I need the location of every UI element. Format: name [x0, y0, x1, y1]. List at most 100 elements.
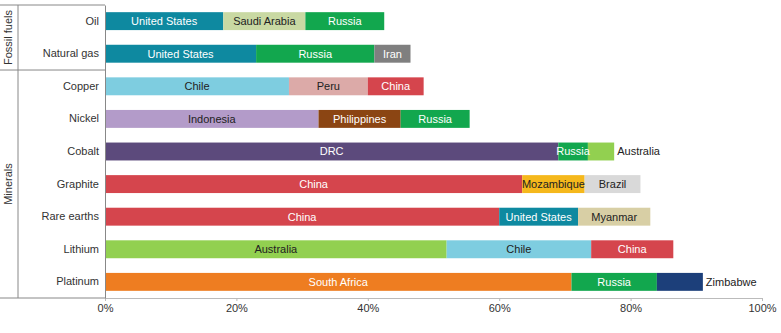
segment-label: Iran	[383, 48, 402, 60]
segment-label: United States	[506, 211, 573, 223]
y-tick: Lithium	[64, 243, 105, 255]
segment-label: Myanmar	[591, 211, 637, 223]
segment-label: Russia	[418, 113, 453, 125]
bar-segment	[401, 110, 470, 128]
x-tick-mark	[236, 298, 237, 301]
category-label: Rare earths	[42, 210, 100, 222]
x-tick: 100%	[748, 298, 776, 314]
segment-label: DRC	[320, 145, 344, 157]
bar-segment	[447, 240, 592, 258]
x-tick-label: 20%	[226, 302, 248, 314]
bar-segment	[571, 273, 656, 291]
segment-label: Russia	[556, 145, 591, 157]
bar-segment	[105, 240, 447, 258]
segment-label: Russia	[597, 276, 632, 288]
x-axis: 0% 20% 40% 60% 80% 100%	[98, 298, 777, 314]
bar-segment	[105, 12, 223, 30]
x-tick-mark	[631, 298, 632, 301]
category-label: Oil	[86, 15, 99, 27]
bar-segment	[105, 77, 289, 95]
segment-labels: United States United States Chile Indonesia…	[131, 15, 757, 288]
category-label: Lithium	[64, 243, 99, 255]
bar-segment	[105, 175, 522, 193]
bar-segment	[105, 110, 319, 128]
bar-segment	[305, 12, 384, 30]
y-tick: Cobalt	[67, 145, 105, 157]
category-label: Graphite	[57, 178, 99, 190]
category-label: Platinum	[56, 275, 99, 287]
y-axis-line	[105, 6, 106, 299]
segment-label: Chile	[506, 243, 531, 255]
segment-label: Saudi Arabia	[233, 15, 296, 27]
x-tick-mark	[762, 298, 763, 301]
bar-segment	[522, 175, 584, 193]
bar-segment	[588, 143, 614, 161]
category-label: Natural gas	[43, 47, 100, 59]
group-label: Minerals	[2, 163, 14, 205]
segment-label: Indonesia	[188, 113, 237, 125]
y-tick: Oil	[86, 15, 105, 27]
y-tick: Graphite	[57, 178, 105, 190]
bar-segment	[368, 77, 424, 95]
x-tick: 60%	[489, 298, 511, 314]
segment-label: Russia	[298, 48, 333, 60]
category-label: Copper	[63, 80, 99, 92]
group-bracket	[0, 298, 105, 299]
bar-segment	[374, 45, 410, 63]
category-label: Cobalt	[67, 145, 99, 157]
segment-label: China	[381, 80, 411, 92]
group-divider	[0, 70, 105, 71]
bar-segment	[319, 110, 401, 128]
x-tick: 40%	[357, 298, 379, 314]
x-tick: 0%	[98, 298, 114, 314]
y-tick: Rare earths	[42, 210, 105, 222]
x-tick-mark	[368, 298, 369, 301]
bar-segment	[657, 273, 703, 291]
x-tick-label: 80%	[620, 302, 642, 314]
y-tick: Platinum	[56, 275, 105, 287]
x-tick-label: 100%	[748, 302, 776, 314]
x-tick: 80%	[620, 298, 642, 314]
bar-segment	[289, 77, 368, 95]
segment-label: China	[288, 211, 318, 223]
bar-segment	[105, 45, 256, 63]
y-tick: Natural gas	[43, 47, 105, 59]
y-axis: Oil Natural gas Copper Nickel Cobalt Graphite…	[42, 6, 106, 299]
bar-segment	[105, 273, 571, 291]
group-bracket	[18, 5, 19, 298]
segment-label: South Africa	[309, 276, 369, 288]
bar-segment	[499, 208, 578, 226]
bar-segment	[256, 45, 374, 63]
group-bracket	[0, 5, 105, 6]
x-tick-label: 0%	[98, 302, 114, 314]
x-tick: 20%	[226, 298, 248, 314]
segment-label: China	[299, 178, 329, 190]
segment-label: Australia	[254, 243, 298, 255]
x-tick-label: 60%	[489, 302, 511, 314]
segment-label: Philippines	[333, 113, 387, 125]
segment-label: Russia	[328, 15, 363, 27]
bar-segment	[105, 143, 558, 161]
segment-label: Mozambique	[522, 178, 585, 190]
segment-label: Peru	[317, 80, 340, 92]
bar-segment	[105, 208, 499, 226]
bars	[105, 12, 703, 291]
segment-label: Australia	[617, 145, 661, 157]
category-label: Nickel	[69, 112, 99, 124]
segment-label: United States	[148, 48, 215, 60]
segment-label: Brazil	[599, 178, 627, 190]
segment-label: China	[618, 243, 648, 255]
x-axis-line	[106, 298, 763, 299]
bar-segment	[223, 12, 305, 30]
y-tick: Copper	[63, 80, 105, 92]
segment-label: United States	[131, 15, 198, 27]
group-label: Fossil fuels	[2, 10, 14, 66]
segment-label: Chile	[184, 80, 209, 92]
y-tick: Nickel	[69, 112, 105, 124]
bar-segment	[591, 240, 673, 258]
bar-segment	[578, 208, 650, 226]
x-tick-mark	[499, 298, 500, 301]
x-tick-label: 40%	[357, 302, 379, 314]
category-groups: Fossil fuels Minerals	[0, 5, 105, 298]
segment-label: Zimbabwe	[706, 276, 757, 288]
